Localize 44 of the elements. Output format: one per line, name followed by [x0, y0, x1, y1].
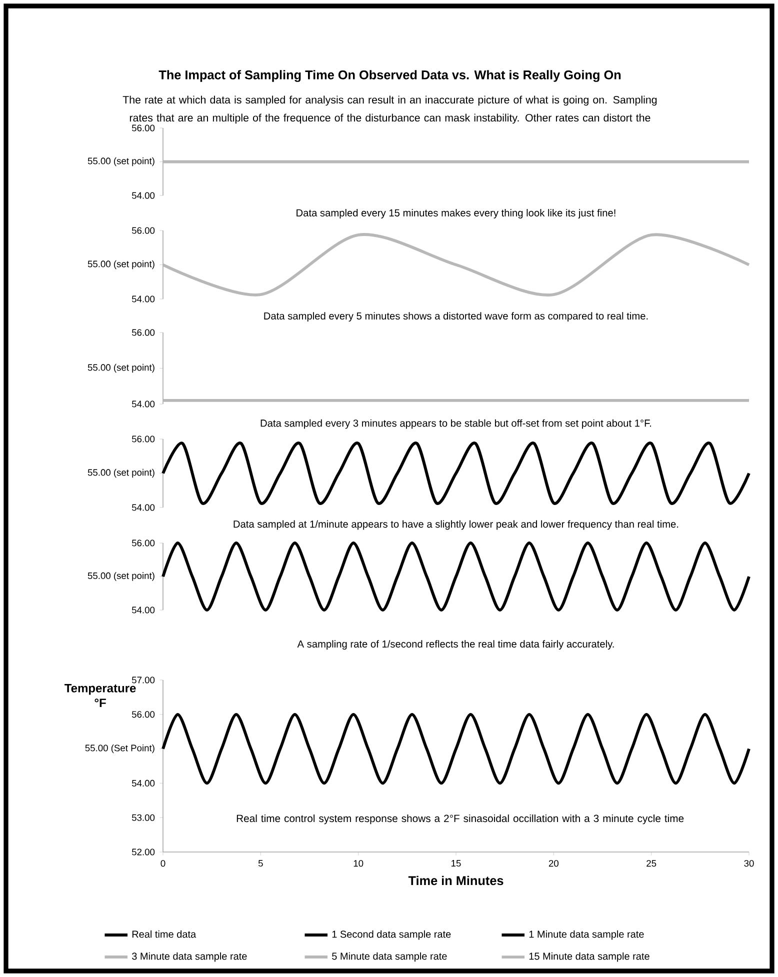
y-tick-label: 54.00 — [132, 192, 155, 199]
y-axis-title: Temperature °F — [64, 684, 136, 707]
y-tick-label: 56.00 — [132, 711, 155, 718]
text: A sampling rate of 1/second reflects the real time data fairly accurately. — [297, 640, 614, 650]
y-tick-label: 56.00 — [132, 540, 155, 546]
chart-subtitle: The rate at which data is sampled for analysis can result in an inaccurate picture of what is going on. Sampling rates that are an multiple of the frequence of the disturbance can mask instability. Other rates can distort the — [122, 96, 657, 124]
y-tick-label: 56.00 — [132, 436, 155, 442]
y-tick-label: 53.00 — [132, 814, 155, 821]
y-tick-label: 56.00 — [132, 227, 155, 234]
x-tick-label: 25 — [646, 860, 656, 867]
y-tick-label: 55.00 (set point) — [88, 364, 154, 373]
legend-label: Real time data — [132, 930, 196, 938]
text: Data sampled every 3 minutes appears to be stable but off-set from set point about 1°F. — [260, 419, 652, 429]
x-axis-title: Time in Minutes — [408, 876, 504, 886]
y-tick-label: 54.00 — [132, 780, 155, 787]
x-tick-label: 10 — [354, 860, 364, 867]
x-tick-label: 30 — [744, 860, 754, 867]
y-tick-label: 56.00 — [132, 124, 155, 132]
y-tick-label: 55.00 (set point) — [88, 572, 154, 581]
legend-label: 3 Minute data sample rate — [132, 952, 247, 962]
y-tick-label: 57.00 — [132, 676, 155, 684]
y-tick-label: 52.00 — [132, 848, 155, 856]
y-tick-label: 56.00 — [132, 329, 155, 336]
legend-label: 15 Minute data sample rate — [529, 952, 650, 962]
legend-label: 5 Minute data sample rate — [332, 952, 447, 962]
text: Data sampled at 1/minute appears to have a slightly lower peak and lower frequency than real time. — [234, 520, 678, 530]
y-tick-label: 55.00 (Set Point) — [85, 744, 154, 754]
y-tick-label: 55.00 (set point) — [88, 468, 154, 478]
y-tick-label: 55.00 (set point) — [88, 157, 154, 166]
annotation: Real time control system response shows a 2°F sinasoidal occillation with a 3 minute cycle time — [236, 814, 684, 824]
text: Data sampled every 15 minutes makes every thing look like its just fine! — [296, 209, 616, 218]
y-tick-label: 55.00 (set point) — [88, 260, 154, 270]
y-tick-label: 54.00 — [132, 400, 155, 408]
text: Data sampled every 5 minutes shows a distorted wave form as compared to real time. — [264, 312, 648, 322]
x-tick-label: 15 — [452, 860, 461, 867]
y-tick-label: 54.00 — [132, 606, 155, 614]
x-tick-label: 20 — [548, 860, 558, 867]
chart-title: The Impact of Sampling Time On Observed Data vs. What is Really Going On — [158, 70, 621, 82]
y-tick-label: 54.00 — [132, 504, 155, 511]
x-tick-label: 5 — [258, 860, 263, 867]
x-tick-label: 0 — [160, 860, 166, 867]
y-tick-label: 54.00 — [132, 296, 155, 302]
legend-label: 1 Second data sample rate — [332, 930, 451, 940]
legend-label: 1 Minute data sample rate — [529, 930, 644, 940]
